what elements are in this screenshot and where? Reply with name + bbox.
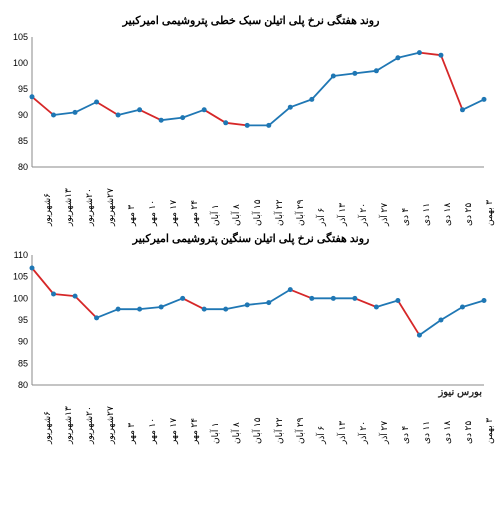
x-axis-label: ۴ دی bbox=[400, 176, 410, 226]
x-axis-label: ۱۳ آذر bbox=[337, 176, 347, 226]
x-axis-label: ۲۹ آبان bbox=[295, 394, 305, 444]
svg-text:80: 80 bbox=[18, 380, 28, 389]
chart1-svg: 80 85 90 95 100 105 bbox=[8, 31, 494, 171]
x-axis-label: ۶شهریور bbox=[42, 176, 52, 226]
x-axis-label: ۱۳شهریور bbox=[63, 176, 73, 226]
x-axis-label: ۲۴ مهر bbox=[189, 394, 199, 444]
charts-container: روند هفتگی نرخ پلی اتیلن سبک خطی پتروشیم… bbox=[0, 0, 502, 452]
chart2-title: روند هفتگی نرخ پلی اتیلن سنگین پتروشیمی … bbox=[8, 232, 494, 245]
chart1-title: روند هفتگی نرخ پلی اتیلن سبک خطی پتروشیم… bbox=[8, 14, 494, 27]
x-axis-label: ۱۰ مهر bbox=[147, 176, 157, 226]
x-axis-label: ۲۰شهریور bbox=[84, 176, 94, 226]
svg-text:100: 100 bbox=[13, 58, 28, 68]
x-axis-label: ۱۱ دی bbox=[421, 394, 431, 444]
svg-text:100: 100 bbox=[13, 293, 28, 303]
x-axis-label: ۲۷ آذر bbox=[379, 394, 389, 444]
x-axis-label: ۲۵ دی bbox=[463, 394, 473, 444]
chart1-wrap: 80 85 90 95 100 105 ۶شهریور ۱۳شهریور ۲۰شهریور ۲۷… bbox=[8, 31, 494, 226]
svg-text:90: 90 bbox=[18, 337, 28, 347]
x-axis-label: ۲۷شهریور bbox=[105, 176, 115, 226]
svg-text:105: 105 bbox=[13, 272, 28, 282]
x-axis-label: ۲۰ آذر bbox=[358, 394, 368, 444]
x-axis-label: ۸ آبان bbox=[231, 394, 241, 444]
chart1-xlabels: ۶شهریور ۱۳شهریور ۲۰شهریور ۲۷شهریور ۳ مهر ۱۰ م… bbox=[32, 176, 502, 226]
x-axis-label: ۲۵ دی bbox=[463, 176, 473, 226]
x-axis-label: ۱۳شهریور bbox=[63, 394, 73, 444]
x-axis-label: ۸ آبان bbox=[231, 176, 241, 226]
x-axis-label: ۱ آبان bbox=[210, 394, 220, 444]
chart2-wrap: 80 85 90 95 100 105 110 ۶شهریور ۱۳شهریور ۲۰شهریو… bbox=[8, 249, 494, 444]
x-axis-label: ۴ دی bbox=[400, 394, 410, 444]
svg-text:80: 80 bbox=[18, 162, 28, 171]
x-axis-label: ۲۴ مهر bbox=[189, 176, 199, 226]
x-axis-label: ۱۷ مهر bbox=[168, 394, 178, 444]
svg-text:90: 90 bbox=[18, 110, 28, 120]
x-axis-label: ۱۵ آبان bbox=[252, 176, 262, 226]
watermark-text: بورس نیوز bbox=[438, 387, 482, 398]
svg-text:95: 95 bbox=[18, 315, 28, 325]
x-axis-label: ۱۵ آبان bbox=[252, 394, 262, 444]
svg-text:95: 95 bbox=[18, 84, 28, 94]
x-axis-label: ۱۸ دی bbox=[442, 394, 452, 444]
x-axis-label: ۱۰ مهر bbox=[147, 394, 157, 444]
chart2-svg: 80 85 90 95 100 105 110 bbox=[8, 249, 494, 389]
x-axis-label: ۲۷شهریور bbox=[105, 394, 115, 444]
x-axis-label: ۳ بهمن bbox=[484, 176, 494, 226]
x-axis-label: ۲۰شهریور bbox=[84, 394, 94, 444]
x-axis-label: ۱ آبان bbox=[210, 176, 220, 226]
x-axis-label: ۶شهریور bbox=[42, 394, 52, 444]
x-axis-label: ۱۷ مهر bbox=[168, 176, 178, 226]
svg-text:105: 105 bbox=[13, 32, 28, 42]
x-axis-label: ۲۲ آبان bbox=[274, 394, 284, 444]
chart2-xlabels: ۶شهریور ۱۳شهریور ۲۰شهریور ۲۷شهریور ۳ مهر ۱۰ م… bbox=[32, 394, 502, 444]
svg-text:85: 85 bbox=[18, 136, 28, 146]
x-axis-label: ۲۹ آبان bbox=[295, 176, 305, 226]
x-axis-label: ۲۲ آبان bbox=[274, 176, 284, 226]
x-axis-label: ۲۰ آذر bbox=[358, 176, 368, 226]
x-axis-label: ۳ بهمن bbox=[484, 394, 494, 444]
x-axis-label: ۶ آذر bbox=[316, 176, 326, 226]
x-axis-label: ۶ آذر bbox=[316, 394, 326, 444]
x-axis-label: ۱۱ دی bbox=[421, 176, 431, 226]
svg-text:110: 110 bbox=[14, 250, 28, 260]
x-axis-label: ۲۷ آذر bbox=[379, 176, 389, 226]
svg-text:85: 85 bbox=[18, 358, 28, 368]
x-axis-label: ۳ مهر bbox=[126, 394, 136, 444]
x-axis-label: ۳ مهر bbox=[126, 176, 136, 226]
x-axis-label: ۱۸ دی bbox=[442, 176, 452, 226]
x-axis-label: ۱۳ آذر bbox=[337, 394, 347, 444]
